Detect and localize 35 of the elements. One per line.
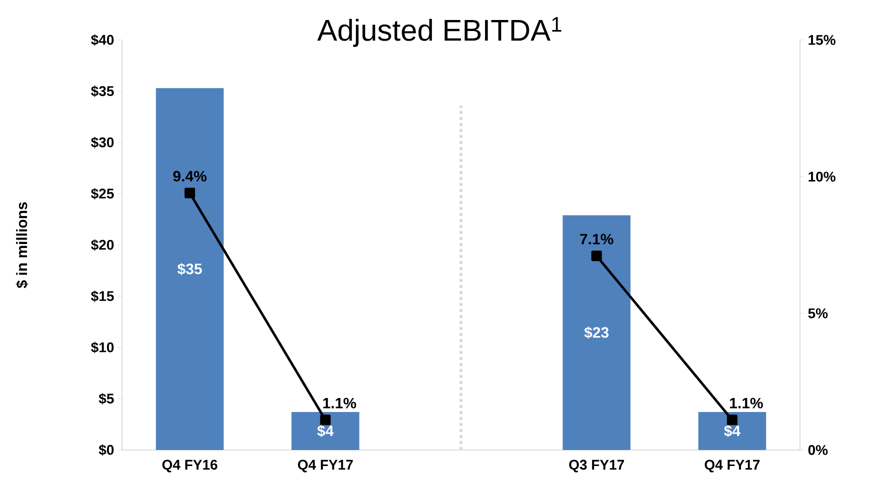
point	[320, 414, 331, 426]
data-label: $4	[317, 424, 334, 438]
y-tick-label: $30	[91, 136, 114, 148]
y2-tick-label: 0%	[808, 445, 828, 455]
x-tick-label: Q4 FY17	[298, 460, 353, 472]
y-tick-label: $20	[91, 239, 114, 251]
point	[726, 414, 738, 426]
y-axis-title: $ in millions	[16, 202, 28, 288]
point	[184, 188, 196, 198]
bar	[292, 412, 360, 450]
y-tick-label: $5	[98, 393, 114, 404]
y2-tick-label: 10%	[808, 172, 836, 182]
data-label: 1.1%	[730, 398, 763, 408]
y-tick-label: $35	[91, 86, 114, 97]
data-label: $4	[724, 424, 740, 438]
bar	[156, 88, 224, 450]
data-label: 7.1%	[580, 234, 614, 244]
data-label: 1.1%	[323, 398, 356, 408]
x-tick-label: Q4 FY16	[162, 460, 218, 472]
chart-title: Adjusted EBITDA$^{1}$	[317, 17, 562, 47]
y-tick-label: $25	[91, 188, 114, 200]
bar	[698, 412, 766, 450]
data-label: $23	[584, 326, 609, 339]
y2-tick-label: 5%	[808, 308, 828, 318]
data-label: 9.4%	[173, 170, 206, 182]
y-tick-label: $40	[91, 34, 114, 46]
y-tick-label: $0	[98, 444, 114, 456]
data-label: $35	[177, 262, 202, 276]
x-tick-label: Q4 FY17	[704, 460, 760, 472]
y2-tick-label: 15%	[808, 35, 836, 45]
x-tick-label: Q3 FY17	[569, 460, 624, 472]
bar	[562, 215, 630, 450]
y-tick-label: $15	[91, 290, 114, 302]
y-tick-label: $10	[91, 342, 114, 354]
point	[591, 250, 602, 262]
